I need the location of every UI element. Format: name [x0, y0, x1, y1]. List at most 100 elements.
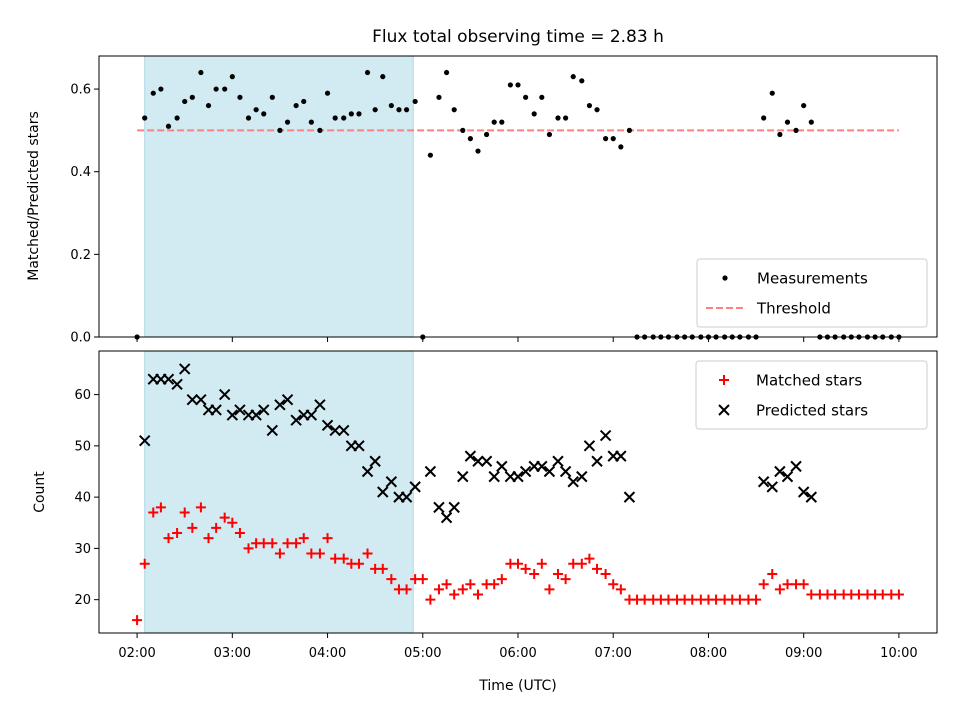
predicted-star-point	[464, 450, 477, 462]
predicted-star-point	[472, 455, 484, 467]
matched-star-point	[155, 502, 166, 513]
measurement-point	[165, 123, 172, 129]
predicted-star-point	[774, 465, 786, 478]
predicted-star-point	[234, 404, 246, 416]
measurement-point	[341, 115, 347, 121]
measurement-point	[372, 107, 378, 113]
measurement-point	[460, 127, 466, 133]
series-measurements	[134, 69, 902, 340]
predicted-star-point	[377, 486, 389, 498]
predicted-star-point	[353, 440, 365, 452]
matched-star-point	[258, 538, 269, 549]
matched-star-point	[489, 579, 500, 590]
predicted-star-point	[186, 394, 199, 406]
measurement-point	[348, 111, 354, 117]
predicted-star-point	[543, 465, 556, 478]
x-tick-label: 09:00	[785, 646, 822, 661]
measurement-point	[222, 86, 228, 92]
predicted-star-point	[559, 465, 572, 478]
matched-star-point	[219, 512, 230, 523]
measurement-point	[237, 94, 243, 100]
y-tick-label: 0.4	[70, 165, 91, 180]
matched-star-point	[132, 615, 143, 626]
predicted-star-point	[757, 476, 770, 488]
matched-star-point	[774, 584, 785, 595]
measurement-point	[761, 115, 767, 121]
x-tick-label: 10:00	[880, 646, 917, 661]
predicted-star-point	[519, 465, 532, 478]
measurement-point	[539, 94, 545, 100]
matched-star-point	[576, 558, 587, 569]
legend-label: Measurements	[757, 270, 868, 288]
predicted-star-point	[480, 455, 493, 467]
matched-star-point	[362, 548, 373, 559]
measurement-point	[150, 90, 156, 96]
measurement-point	[189, 94, 195, 100]
matched-star-point	[298, 533, 309, 544]
matched-star-point	[386, 574, 397, 585]
matched-star-point	[457, 584, 468, 595]
matched-star-point	[520, 563, 531, 574]
predicted-star-point	[805, 491, 818, 503]
measurement-point	[213, 86, 219, 92]
predicted-star-point	[781, 470, 794, 483]
matched-star-point	[592, 563, 603, 574]
predicted-star-point	[210, 404, 222, 416]
measurement-point	[784, 119, 791, 125]
predicted-star-point	[218, 388, 231, 401]
predicted-star-point	[321, 419, 334, 432]
matched-star-point	[767, 569, 778, 580]
measurement-point	[594, 107, 600, 113]
matched-star-point	[853, 589, 864, 600]
matched-star-point	[568, 558, 579, 569]
matched-star-point	[600, 569, 611, 580]
measurement-point	[618, 144, 624, 150]
measurement-point	[380, 74, 386, 80]
matched-star-point	[711, 594, 722, 605]
matched-star-point	[798, 579, 809, 590]
predicted-star-point	[338, 424, 350, 437]
matched-star-point	[433, 584, 444, 595]
y-tick-label: 0.2	[70, 248, 91, 263]
x-tick-label: 06:00	[499, 646, 536, 661]
measurement-point	[253, 107, 259, 113]
y-tick-label: 20	[74, 593, 91, 608]
predicted-star-point	[385, 476, 398, 488]
predicted-star-point	[258, 404, 270, 416]
predicted-star-point	[488, 470, 500, 483]
top-legend: Measurements Threshold	[696, 258, 928, 328]
matched-star-point	[536, 558, 547, 569]
matched-star-point	[608, 579, 619, 590]
measurement-point	[793, 127, 799, 133]
predicted-star-point	[178, 363, 191, 375]
measurement-point	[801, 102, 807, 109]
matched-star-point	[417, 574, 428, 585]
legend-box	[696, 258, 928, 328]
legend-label: Threshold	[756, 300, 831, 318]
matched-star-point	[893, 589, 904, 600]
matched-star-point	[529, 569, 540, 580]
matched-star-point	[234, 528, 245, 539]
measurement-point	[570, 74, 576, 80]
measurement-point	[284, 119, 291, 125]
legend-box	[695, 360, 928, 430]
measurement-point	[308, 119, 314, 125]
measurement-point	[546, 131, 553, 138]
predicted-star-point	[583, 440, 596, 452]
matched-star-point	[203, 533, 214, 544]
predicted-star-point	[615, 450, 627, 462]
measurement-point	[523, 94, 529, 100]
matched-star-point	[544, 584, 555, 595]
measurement-point	[443, 69, 450, 76]
matched-star-point	[187, 522, 198, 533]
matched-star-point	[401, 584, 412, 595]
measurement-point	[142, 115, 148, 121]
matched-star-point	[338, 553, 349, 564]
matched-star-point	[496, 574, 507, 585]
y-tick-label: 0.0	[70, 331, 91, 346]
matched-star-point	[195, 502, 206, 513]
matched-star-point	[227, 517, 238, 528]
measurement-point	[769, 90, 775, 96]
